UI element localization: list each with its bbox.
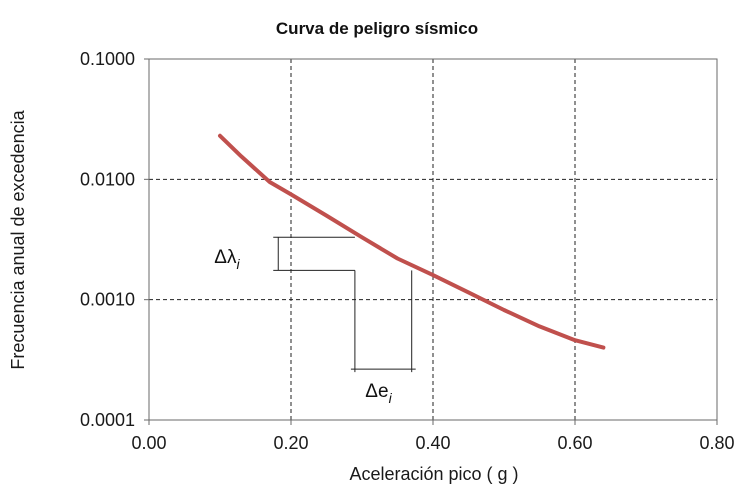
grid-layer — [149, 59, 717, 420]
delta-e-subscript: i — [389, 390, 393, 406]
x-axis-title: Aceleración pico ( g ) — [349, 464, 518, 484]
hazard-curve-line — [218, 133, 606, 350]
x-tick-label: 0.20 — [273, 433, 308, 453]
delta-lambda-label: Δλi — [214, 247, 240, 272]
chart-title: Curva de peligro sísmico — [276, 19, 478, 38]
delta-lambda-subscript: i — [236, 256, 240, 272]
x-tick-label: 0.60 — [557, 433, 592, 453]
x-tick-label: 0.80 — [699, 433, 734, 453]
tick-layer: 0.00 0.20 0.40 0.60 0.80 0.1000 0.0100 0.0010 0.… — [80, 49, 735, 453]
plot-frame — [148, 58, 718, 421]
x-tick-label: 0.40 — [415, 433, 450, 453]
y-tick-label: 0.1000 — [80, 49, 135, 69]
series-layer — [218, 133, 606, 350]
y-tick-label: 0.0010 — [80, 290, 135, 310]
y-tick-label: 0.0001 — [80, 410, 135, 430]
annotation-layer: Δλi Δei — [214, 236, 416, 406]
delta-e-label: Δei — [365, 381, 392, 406]
y-tick-label: 0.0100 — [80, 169, 135, 189]
y-axis-title: Frecuencia anual de excedencia — [8, 109, 28, 369]
x-tick-label: 0.00 — [131, 433, 166, 453]
